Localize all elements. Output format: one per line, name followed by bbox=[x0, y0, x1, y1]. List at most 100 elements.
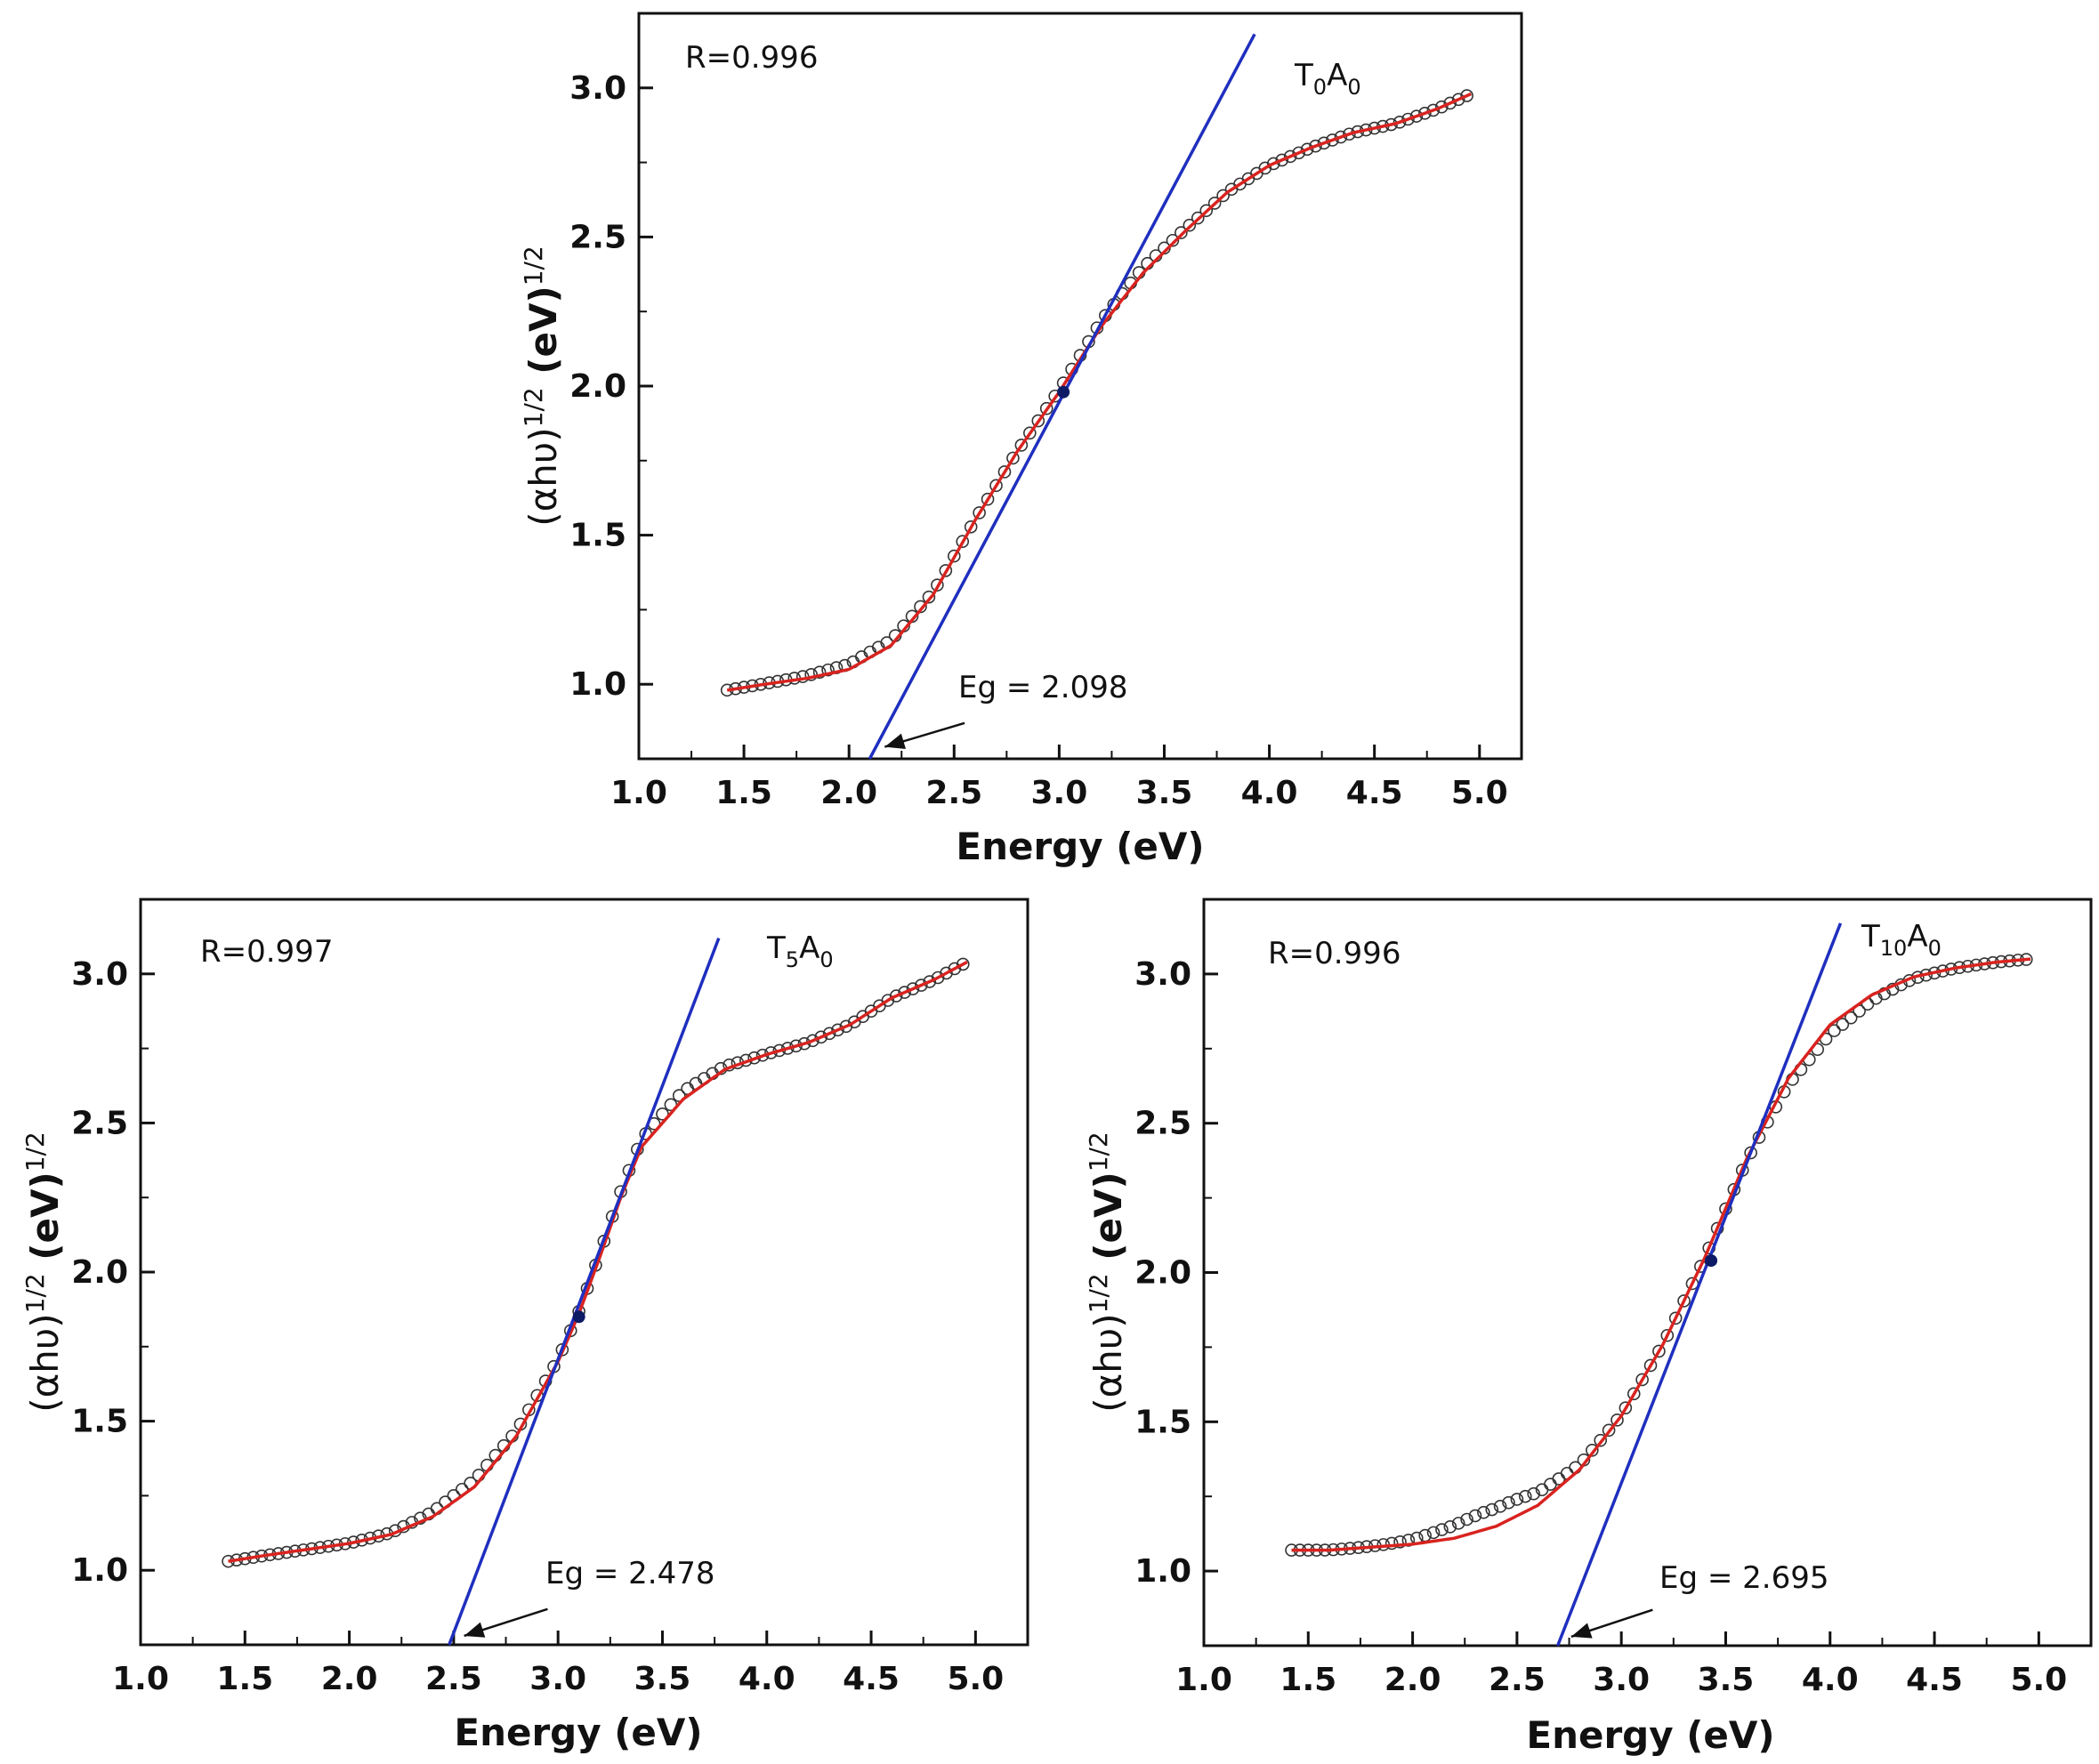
data-point bbox=[1426, 103, 1441, 117]
data-point bbox=[1660, 1328, 1675, 1342]
x-tick-label: 1.0 bbox=[610, 775, 667, 811]
data-point bbox=[1401, 1534, 1416, 1547]
x-tick-label: 4.5 bbox=[1346, 775, 1403, 811]
y-tick-label: 3.0 bbox=[71, 956, 128, 993]
x-tick-label: 1.0 bbox=[1175, 1662, 1232, 1698]
data-point bbox=[1426, 1526, 1441, 1540]
x-tick-label: 4.5 bbox=[1906, 1662, 1963, 1698]
x-tick-label: 2.5 bbox=[425, 1661, 482, 1697]
data-point bbox=[1393, 116, 1407, 129]
data-point bbox=[1023, 426, 1037, 440]
x-tick-label: 2.5 bbox=[1489, 1662, 1546, 1698]
x-tick-label: 2.0 bbox=[820, 775, 877, 811]
data-point bbox=[1309, 139, 1322, 153]
data-point bbox=[1451, 93, 1465, 107]
data-point bbox=[1292, 146, 1305, 160]
y-axis-title: (αhυ)1/2 (eV)1/2 bbox=[1084, 1132, 1130, 1413]
eg-arrow-head bbox=[464, 1622, 486, 1638]
tangent-line bbox=[1555, 922, 1843, 1647]
data-point bbox=[812, 665, 827, 680]
data-point bbox=[1039, 401, 1054, 415]
data-point bbox=[906, 982, 920, 995]
data-point bbox=[1485, 1502, 1499, 1517]
data-point bbox=[947, 549, 961, 563]
data-point bbox=[889, 989, 903, 1003]
data-point bbox=[931, 578, 944, 592]
data-point bbox=[1401, 112, 1415, 126]
x-tick-label: 2.0 bbox=[1385, 1662, 1441, 1698]
data-point bbox=[1602, 1423, 1616, 1438]
y-tick-label: 2.0 bbox=[1134, 1255, 1191, 1292]
data-point bbox=[1668, 1311, 1683, 1325]
data-point bbox=[822, 1027, 836, 1041]
data-point bbox=[1477, 1505, 1490, 1519]
data-point bbox=[1191, 211, 1205, 225]
sample-label: T5A0 bbox=[766, 930, 834, 972]
data-point bbox=[1443, 1519, 1457, 1534]
data-point bbox=[956, 535, 970, 549]
data-point bbox=[797, 1036, 811, 1051]
chart-panel-t0a0: 1.0 1.5 2.0 2.5 3.0 1.0 1.5 2.0 2.5 3.0 3.5 4.0 4.5… bbox=[519, 12, 1523, 868]
inflection-point bbox=[572, 1310, 585, 1324]
y-tick-label: 3.0 bbox=[1134, 956, 1191, 993]
y-tick-label: 2.0 bbox=[569, 368, 626, 405]
data-point bbox=[1828, 1024, 1841, 1037]
data-point bbox=[1006, 451, 1020, 465]
data-point bbox=[656, 1108, 669, 1121]
x-tick-label: 5.0 bbox=[947, 1661, 1004, 1697]
eg-arrow-head bbox=[1570, 1623, 1593, 1639]
data-point bbox=[1619, 1401, 1633, 1414]
y-tick-label: 1.5 bbox=[1134, 1404, 1191, 1440]
data-point bbox=[1266, 157, 1280, 171]
fit-curve bbox=[1291, 957, 2031, 1552]
r-value-label: R=0.996 bbox=[685, 40, 818, 76]
x-tick-label: 2.0 bbox=[321, 1661, 378, 1697]
chart-panel-t10a0: 1.0 1.5 2.0 2.5 3.0 1.0 1.5 2.0 2.5 3.0 3.5 4.0 4.5… bbox=[1084, 898, 2093, 1757]
y-tick-label: 2.5 bbox=[569, 219, 626, 255]
data-point bbox=[814, 1030, 828, 1044]
x-tick-label: 4.5 bbox=[843, 1661, 900, 1697]
data-point bbox=[923, 975, 937, 988]
y-axis-title: (αhυ)1/2 (eV)1/2 bbox=[20, 1132, 67, 1413]
data-point bbox=[1216, 189, 1230, 203]
data-point bbox=[1434, 100, 1449, 114]
data-point bbox=[939, 564, 953, 577]
data-point bbox=[1175, 226, 1188, 239]
data-point bbox=[1207, 197, 1222, 210]
data-point bbox=[821, 663, 835, 677]
data-point bbox=[1518, 1489, 1532, 1503]
data-point bbox=[1031, 414, 1045, 428]
data-point bbox=[898, 986, 911, 999]
data-point bbox=[1744, 1146, 1757, 1160]
x-axis-title: Energy (eV) bbox=[454, 1711, 702, 1754]
data-point bbox=[915, 979, 928, 992]
data-point bbox=[1275, 153, 1289, 167]
data-point bbox=[1635, 1373, 1649, 1387]
data-point bbox=[1844, 1011, 1858, 1025]
data-point bbox=[1544, 1478, 1557, 1491]
x-tick-label: 1.5 bbox=[216, 1661, 273, 1697]
data-point bbox=[1393, 1535, 1407, 1549]
y-axis-title: (αhυ)1/2 (eV)1/2 bbox=[519, 246, 565, 527]
data-point bbox=[1460, 89, 1473, 102]
data-point bbox=[1334, 130, 1348, 144]
x-tick-label: 3.0 bbox=[1030, 775, 1087, 811]
data-point bbox=[1643, 1358, 1658, 1373]
y-tick-label: 1.0 bbox=[569, 666, 626, 703]
data-point bbox=[1326, 133, 1339, 147]
fit-curve bbox=[228, 960, 968, 1563]
data-point bbox=[831, 1023, 844, 1037]
x-tick-label: 1.0 bbox=[112, 1661, 169, 1697]
plot-frame bbox=[1202, 898, 2093, 1647]
x-tick-label: 5.0 bbox=[1451, 775, 1508, 811]
x-tick-label: 3.5 bbox=[1136, 775, 1193, 811]
x-tick-label: 4.0 bbox=[739, 1661, 795, 1697]
eg-label: Eg = 2.098 bbox=[958, 670, 1128, 705]
x-axis-title: Energy (eV) bbox=[956, 825, 1204, 868]
fit-curve bbox=[726, 92, 1473, 692]
data-point bbox=[1435, 1523, 1449, 1536]
data-point bbox=[973, 506, 986, 520]
y-tick-label: 1.0 bbox=[1134, 1553, 1191, 1590]
data-point bbox=[964, 520, 978, 534]
